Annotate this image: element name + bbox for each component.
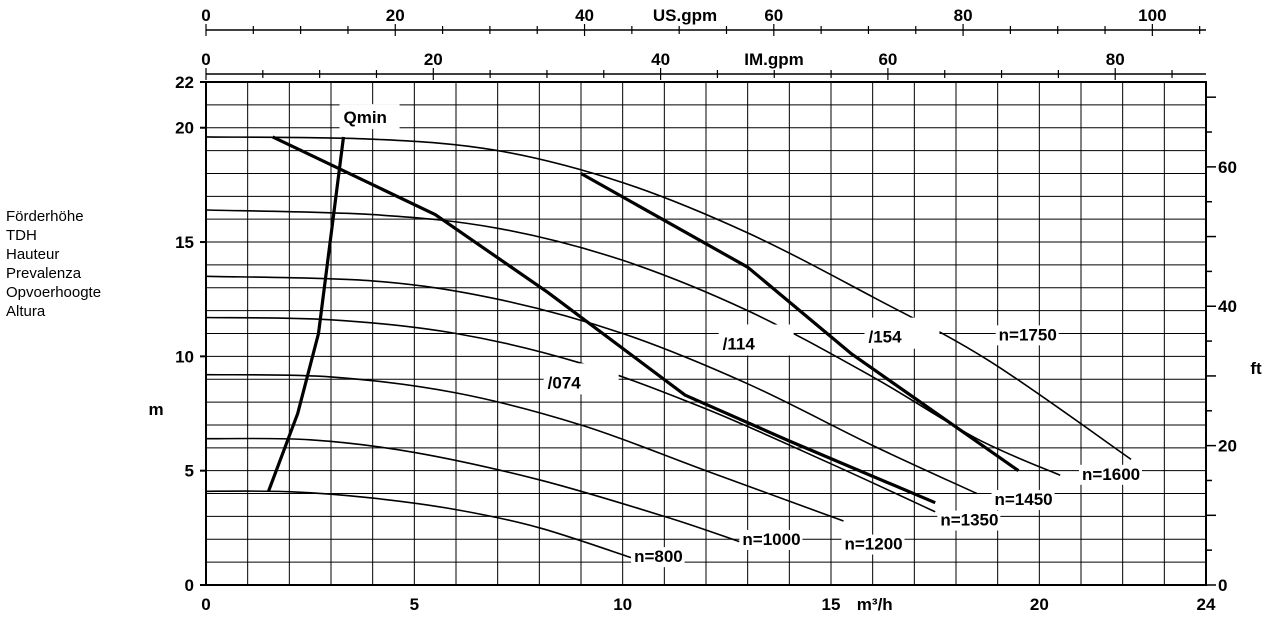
top-tick-label: 60	[764, 6, 783, 25]
axes	[200, 24, 1216, 586]
y-side-label: Opvoerhoogte	[6, 284, 102, 301]
limit-line	[272, 135, 936, 505]
y-tick-label: 10	[175, 347, 194, 366]
speed-label-bg	[995, 325, 1059, 346]
annotation-bg	[718, 324, 794, 356]
x-tick-label: 5	[410, 595, 419, 614]
plot-frame	[205, 81, 1207, 586]
top-tick-label: 20	[424, 50, 443, 69]
speed-curve	[205, 136, 1132, 460]
speed-label: n=1200	[845, 535, 903, 554]
limit-line	[580, 172, 1020, 473]
top-tick-label: 0	[201, 50, 210, 69]
x-axis-label: m³/h	[857, 595, 893, 614]
limit-lines	[267, 135, 1020, 505]
speed-curve	[205, 437, 740, 543]
speed-curve	[205, 275, 978, 495]
x-tick-label: 15	[822, 595, 841, 614]
annotation-bg	[339, 104, 400, 130]
top-tick-label: 100	[1138, 6, 1166, 25]
x-tick-label: 0	[201, 595, 210, 614]
speed-label: n=1600	[1082, 465, 1140, 484]
y2-tick-label: 40	[1218, 297, 1237, 316]
annotation-label: Qmin	[344, 108, 387, 127]
top-axis-label: US.gpm	[653, 6, 717, 25]
speed-label-bg	[937, 510, 1001, 531]
speed-label-bg	[739, 529, 803, 550]
y-tick-label: 15	[175, 233, 194, 252]
y-axis-label: m	[148, 400, 163, 419]
annotation-label: /074	[548, 373, 582, 392]
y-tick-label: 20	[175, 119, 194, 138]
top-tick-label: 40	[651, 50, 670, 69]
annotation-label: /114	[723, 335, 756, 354]
y2-tick-label: 20	[1218, 437, 1237, 456]
x-tick-label: 24	[1197, 595, 1216, 614]
speed-curve	[205, 373, 844, 522]
speed-label-bg	[1079, 464, 1142, 485]
y-side-label: TDH	[6, 227, 37, 244]
top-tick-label: 20	[386, 6, 405, 25]
annotation-bg	[543, 363, 619, 395]
top-tick-label: 60	[878, 50, 897, 69]
speed-label: n=1750	[999, 325, 1057, 344]
speed-label: n=1000	[742, 530, 800, 549]
speed-label: n=1350	[940, 511, 998, 530]
y2-axis-label: ft	[1250, 359, 1262, 378]
y2-tick-label: 0	[1218, 576, 1227, 595]
speed-label-bg	[841, 534, 905, 555]
y-tick-label: 0	[185, 576, 194, 595]
top-tick-label: 80	[954, 6, 973, 25]
limit-line	[267, 136, 346, 492]
speed-curve	[205, 316, 936, 513]
speed-curve	[205, 490, 632, 559]
annotation-bg	[864, 317, 940, 349]
y-side-label: Förderhöhe	[6, 208, 84, 225]
grid	[205, 81, 1207, 586]
y-tick-label: 5	[185, 462, 194, 481]
x-tick-label: 20	[1030, 595, 1049, 614]
top-tick-label: 40	[575, 6, 594, 25]
labels: 0 5 10 15 20 24 m³/h 0 5 10 15 20 22 m 0 20 40 60 ft 0 20 40 6…	[148, 6, 1262, 614]
speed-label: n=800	[634, 547, 683, 566]
top-tick-label: 0	[201, 6, 210, 25]
speed-label-bg	[631, 547, 685, 568]
y-side-label: Altura	[6, 303, 46, 320]
annotation-label: /154	[869, 328, 903, 347]
y-side-label: Prevalenza	[6, 265, 82, 282]
y-tick-label: 22	[175, 73, 194, 92]
y-axis-side-labels: Förderhöhe TDH Hauteur Prevalenza Opvoer…	[6, 207, 101, 321]
y-side-label: Hauteur	[6, 246, 60, 263]
y2-tick-label: 60	[1218, 158, 1237, 177]
top-axis-label: IM.gpm	[744, 50, 804, 69]
top-tick-label: 80	[1106, 50, 1125, 69]
speed-label-bg	[991, 489, 1055, 510]
speed-label: n=1450	[995, 490, 1053, 509]
x-tick-label: 10	[613, 595, 632, 614]
